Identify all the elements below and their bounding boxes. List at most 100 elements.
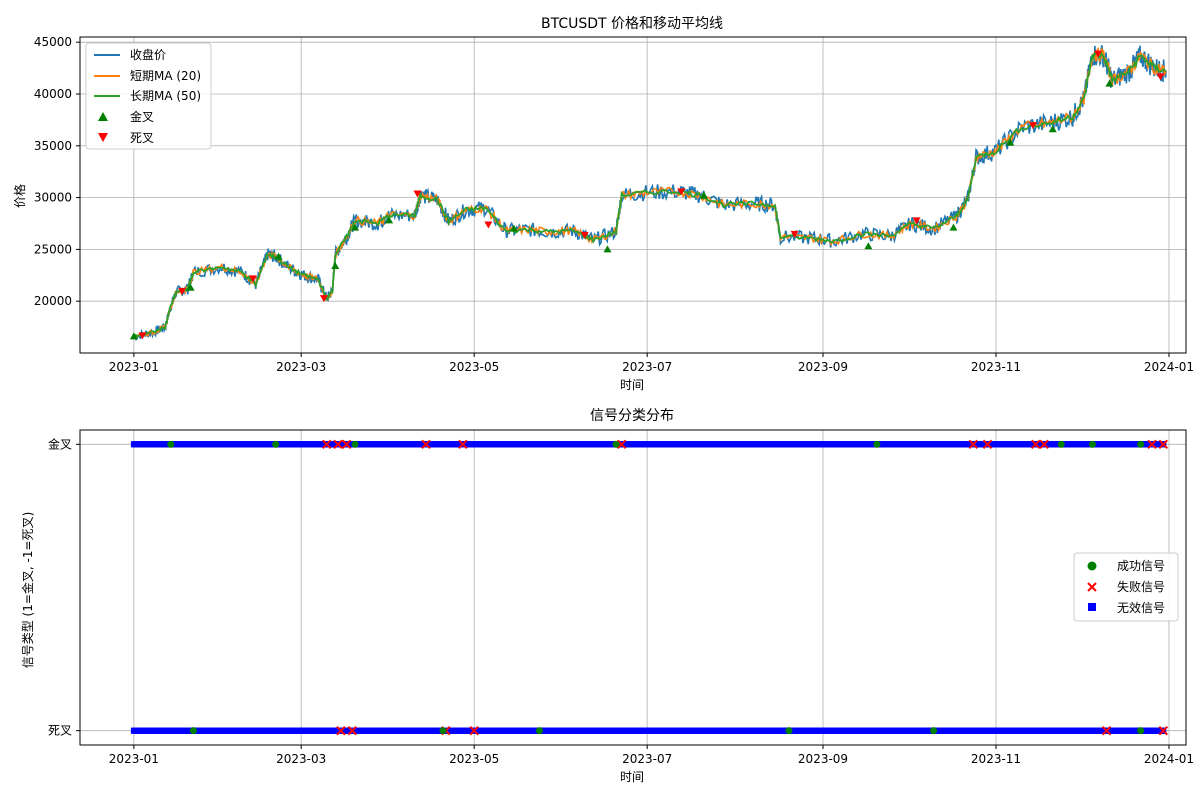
failure-signal-marker — [322, 439, 332, 450]
price-chart-cross-markers — [129, 50, 1165, 340]
signal-chart-x-ticks: 2023-01 2023-03 2023-05 2023-07 2023-09 2023-… — [109, 745, 1194, 766]
signal-chart-panel: 信号分类分布 2023-01 2023-03 2023-05 2023-07 2023-… — [20, 408, 1194, 784]
price-chart-legend: 收盘价 短期MA (20) 长期MA (50) 金叉 死叉 — [85, 42, 212, 150]
failure-signal-marker — [421, 439, 431, 450]
price-chart-x-tick-label: 2023-05 — [449, 360, 499, 374]
price-chart-y-label: 价格 — [12, 184, 27, 208]
death-cross-marker — [484, 221, 493, 229]
death-cross-marker — [248, 275, 257, 283]
failure-signal-marker — [1158, 439, 1169, 450]
success-signal-marker — [1088, 440, 1096, 448]
golden-cross-marker — [351, 223, 360, 231]
legend-golden-cross-label: 金叉 — [130, 109, 154, 124]
success-signal-marker — [873, 440, 881, 448]
price-chart-x-tick-label: 2023-11 — [971, 360, 1021, 374]
golden-cross-marker — [274, 252, 283, 260]
signal-chart-title: 信号分类分布 — [590, 408, 674, 424]
legend-success-marker — [1087, 561, 1097, 571]
signal-chart-x-tick-label: 2023-11 — [971, 752, 1021, 766]
failure-signal-marker — [1039, 439, 1049, 450]
golden-cross-marker — [699, 191, 708, 199]
golden-cross-marker — [509, 224, 518, 232]
golden-cross-marker — [385, 216, 394, 224]
price-chart-panel: BTCUSDT 价格和移动平均线 2023-01 2023-03 2023-05 20… — [12, 16, 1194, 392]
ma-long-line — [133, 51, 1167, 338]
death-cross-marker — [1094, 50, 1103, 58]
signal-chart-x-tick-label: 2023-07 — [622, 752, 672, 766]
success-signal-marker — [1057, 440, 1065, 448]
legend-invalid-label: 无效信号 — [1117, 600, 1165, 615]
legend-death-cross-label: 死叉 — [130, 131, 154, 145]
signal-chart-frame — [79, 429, 1187, 746]
death-cross-marker — [319, 295, 328, 303]
price-chart-grid — [80, 37, 1186, 353]
success-signal-marker — [930, 727, 938, 735]
legend-failure-marker — [1087, 582, 1097, 592]
golden-cross-marker — [1006, 138, 1015, 146]
failure-signal-marker — [458, 439, 468, 450]
failure-signal-marker — [616, 439, 627, 450]
success-signal-marker — [1137, 440, 1145, 448]
legend-failure-label: 失败信号 — [1117, 579, 1165, 594]
signal-chart-y-tick-label: 死叉 — [48, 724, 72, 738]
failure-signal-marker — [1158, 725, 1169, 736]
golden-cross-marker — [1105, 79, 1114, 87]
signal-chart-x-tick-label: 2023-01 — [109, 752, 159, 766]
legend-close-label: 收盘价 — [130, 47, 166, 62]
price-chart-series — [133, 45, 1167, 342]
signal-chart-legend: 成功信号 失败信号 无效信号 — [1073, 552, 1179, 622]
death-cross-marker — [790, 230, 799, 238]
failure-signal-marker — [1030, 439, 1041, 450]
failure-signal-marker — [341, 439, 352, 450]
success-signal-marker — [439, 727, 447, 735]
success-signal-marker — [189, 727, 197, 735]
golden-cross-marker — [331, 261, 340, 269]
signal-chart-x-tick-label: 2023-05 — [449, 752, 499, 766]
golden-cross-marker — [129, 332, 138, 340]
signal-chart-x-label: 时间 — [620, 770, 644, 784]
failure-signal-marker — [347, 725, 357, 736]
failure-signal-marker — [336, 725, 346, 736]
price-chart-y-tick-label: 40000 — [34, 87, 72, 101]
failure-signal-marker — [333, 439, 343, 450]
legend-death-cross-marker — [98, 133, 108, 142]
signal-chart-points — [130, 439, 1169, 736]
death-cross-marker — [580, 231, 589, 239]
signal-chart-x-tick-label: 2023-09 — [798, 752, 848, 766]
golden-cross-marker — [949, 223, 958, 231]
death-cross-marker — [178, 287, 187, 295]
failure-signal-marker — [968, 439, 979, 450]
signal-chart-y-tick-label: 金叉 — [48, 436, 72, 451]
golden-cross-marker — [1048, 125, 1057, 133]
death-cross-marker — [677, 188, 686, 196]
death-cross-marker — [912, 217, 921, 225]
legend-invalid-marker — [1088, 603, 1096, 611]
price-chart-x-label: 时间 — [620, 378, 644, 392]
price-chart-frame — [79, 36, 1187, 354]
legend-golden-cross-marker — [98, 112, 108, 121]
failure-signal-marker — [1147, 439, 1157, 450]
death-cross-marker — [413, 190, 422, 198]
legend-success-label: 成功信号 — [1117, 559, 1165, 573]
signal-chart-y-label: 信号类型 (1=金叉, -1=死叉) — [20, 512, 35, 669]
price-chart-x-tick-label: 2024-01 — [1144, 360, 1194, 374]
death-cross-marker — [1156, 73, 1165, 81]
price-chart-title: BTCUSDT 价格和移动平均线 — [541, 16, 723, 32]
golden-cross-marker — [864, 242, 873, 250]
price-legend-box — [85, 42, 212, 150]
price-chart-x-tick-label: 2023-09 — [798, 360, 848, 374]
failure-signal-marker — [982, 439, 993, 450]
legend-ma-long-label: 长期MA (50) — [130, 89, 201, 103]
price-chart-x-tick-label: 2023-01 — [109, 360, 159, 374]
success-signal-marker — [1137, 727, 1145, 735]
golden-cross-marker — [603, 245, 612, 253]
success-signal-marker — [535, 727, 543, 735]
price-chart-y-tick-label: 30000 — [34, 191, 72, 205]
success-signal-marker — [351, 440, 359, 448]
close-price-line — [133, 45, 1167, 342]
success-signal-marker — [167, 440, 175, 448]
failure-signal-marker — [469, 725, 479, 736]
price-chart-y-ticks: 20000 25000 30000 35000 40000 45000 — [34, 35, 80, 308]
